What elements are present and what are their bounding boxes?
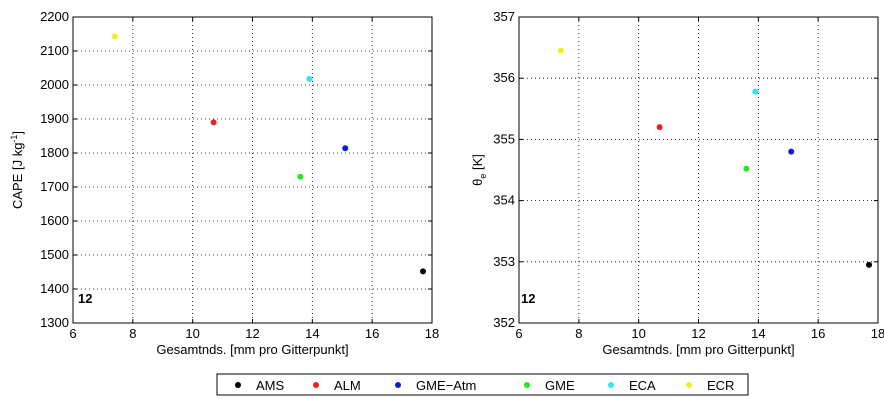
- x-tick-label: 14: [751, 326, 765, 341]
- y-axis-label-base: CAPE [J kg: [10, 143, 25, 209]
- legend-marker: [608, 382, 614, 388]
- legend-marker: [524, 382, 530, 388]
- chart-panel-1: 6 8 10 12 14 16 18 1300 1400 1500 1600 1700 1800 1900…: [9, 9, 439, 357]
- y-tick-label: 1300: [40, 315, 69, 330]
- x-tick-label: 8: [129, 326, 136, 341]
- legend-marker: [313, 382, 319, 388]
- y-tick-label: 352: [493, 315, 515, 330]
- legend-label: ECR: [707, 378, 734, 393]
- x-tick-label: 10: [185, 326, 199, 341]
- y-tick-label: 355: [493, 131, 515, 146]
- y-tick-label: 1800: [40, 145, 69, 160]
- y-tick-label: 1900: [40, 111, 69, 126]
- y-tick-label: 2100: [40, 43, 69, 58]
- x-axis-label: Gesamtnds. [mm pro Gitterpunkt]: [602, 342, 794, 357]
- y-tick-label: 354: [493, 193, 515, 208]
- legend-marker: [395, 382, 401, 388]
- x-tick-label: 18: [425, 326, 439, 341]
- legend-label: AMS: [256, 378, 285, 393]
- x-tick-label: 12: [245, 326, 259, 341]
- data-point-eca: [752, 88, 759, 95]
- data-point-ecr: [111, 33, 118, 40]
- y-tick-label: 2200: [40, 9, 69, 24]
- y-tick-label: 1600: [40, 213, 69, 228]
- legend-label: ALM: [334, 378, 361, 393]
- y-tick-label: 1500: [40, 247, 69, 262]
- y-axis-label: θe [K]: [470, 154, 488, 186]
- legend: AMS ALM GME−Atm GME ECA ECR: [216, 373, 749, 396]
- legend-marker: [686, 382, 692, 388]
- y-axis-label: CAPE [J kg-1]: [9, 131, 25, 209]
- data-point-eca: [306, 75, 313, 82]
- legend-label: GME: [545, 378, 575, 393]
- legend-box: [216, 373, 749, 396]
- x-tick-label: 16: [365, 326, 379, 341]
- y-tick-label: 2000: [40, 77, 69, 92]
- chart-panel-2: 6 8 10 12 14 16 18 352 353 354 355 356 357 Gesamtnds.…: [470, 9, 884, 357]
- x-tick-label: 10: [631, 326, 645, 341]
- x-tick-label: 6: [69, 326, 76, 341]
- y-axis-label-tail: ]: [10, 131, 25, 135]
- panel-tag: 12: [78, 291, 92, 306]
- x-axis-label: Gesamtnds. [mm pro Gitterpunkt]: [156, 342, 348, 357]
- data-point-gme: [743, 165, 750, 172]
- y-tick-label: 357: [493, 9, 515, 24]
- y-tick-label: 353: [493, 254, 515, 269]
- y-axis-label-tail: [K]: [470, 154, 485, 174]
- y-axis-label-subscript: e: [478, 174, 488, 179]
- legend-label: ECA: [629, 378, 656, 393]
- panel-tag: 12: [521, 291, 535, 306]
- data-point-alm: [656, 124, 663, 131]
- y-tick-label: 356: [493, 70, 515, 85]
- data-point-gme: [297, 173, 304, 180]
- legend-marker: [235, 382, 241, 388]
- data-point-ecr: [557, 47, 564, 54]
- y-tick-label: 1700: [40, 179, 69, 194]
- x-tick-label: 18: [871, 326, 884, 341]
- data-point-ams: [866, 261, 873, 268]
- data-point-alm: [210, 119, 217, 126]
- y-axis-label-base: θ: [470, 179, 485, 186]
- x-tick-label: 6: [515, 326, 522, 341]
- x-tick-label: 16: [811, 326, 825, 341]
- x-tick-label: 14: [305, 326, 319, 341]
- data-point-ams: [420, 268, 427, 275]
- data-point-gme-atm: [342, 145, 349, 152]
- data-point-gme-atm: [788, 148, 795, 155]
- legend-label: GME−Atm: [416, 378, 476, 393]
- y-tick-label: 1400: [40, 281, 69, 296]
- x-tick-label: 12: [691, 326, 705, 341]
- y-axis-label-superscript: -1: [9, 135, 19, 143]
- x-tick-label: 8: [575, 326, 582, 341]
